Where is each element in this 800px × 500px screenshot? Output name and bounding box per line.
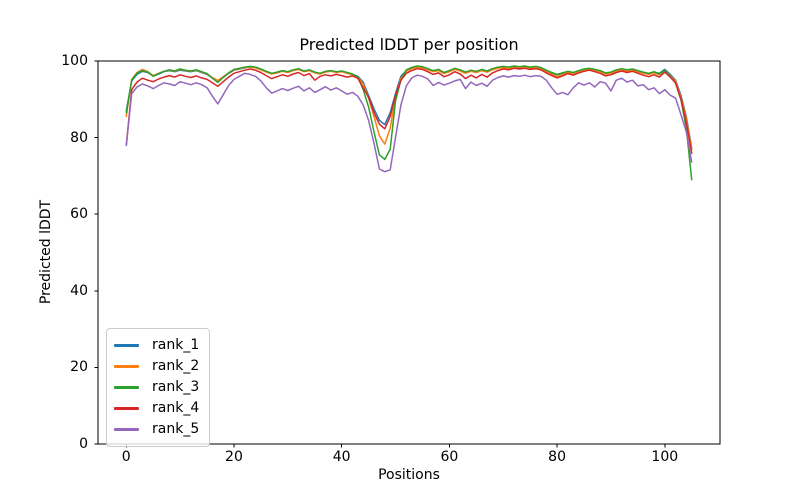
x-tick-label: 40: [332, 449, 351, 465]
x-tick-label: 60: [440, 449, 459, 465]
series-line-rank_4: [125, 67, 693, 155]
series-line-rank_5: [125, 72, 693, 173]
x-tick-label: 100: [651, 449, 679, 465]
legend-line-sample: [114, 344, 139, 347]
legend-entry-rank_2: rank_2: [114, 356, 199, 377]
legend-line-sample: [114, 407, 139, 410]
y-tick-label: 40: [70, 282, 88, 299]
axes-spines: [97, 60, 721, 445]
legend-line-sample: [114, 365, 139, 368]
y-tick-label: 60: [70, 206, 88, 223]
x-tick-label: 0: [121, 449, 131, 465]
x-axis-label: Positions: [378, 467, 440, 483]
series-line-rank_2: [125, 66, 693, 151]
legend-label: rank_4: [152, 400, 200, 416]
legend-line-sample: [114, 386, 139, 389]
legend-line-sample: [114, 428, 139, 431]
y-tick-label: 100: [61, 53, 88, 69]
legend: rank_1 rank_2 rank_3 rank_4 rank_5: [106, 328, 211, 447]
legend-label: rank_3: [152, 379, 200, 395]
legend-label: rank_2: [152, 358, 200, 374]
y-tick-label: 20: [70, 359, 88, 376]
y-tick-label: 80: [70, 129, 88, 146]
legend-label: rank_5: [152, 421, 200, 437]
series-line-rank_1: [125, 65, 693, 150]
legend-entry-rank_5: rank_5: [114, 419, 199, 440]
x-tick-label: 80: [548, 449, 567, 465]
legend-entry-rank_3: rank_3: [114, 377, 199, 398]
x-tick-label: 20: [225, 449, 243, 465]
chart-title: Predicted lDDT per position: [299, 35, 519, 54]
series-line-rank_3: [125, 65, 693, 181]
y-tick-label: 0: [79, 436, 88, 452]
legend-entry-rank_1: rank_1: [114, 335, 199, 356]
legend-label: rank_1: [152, 337, 200, 353]
legend-entry-rank_4: rank_4: [114, 398, 199, 419]
